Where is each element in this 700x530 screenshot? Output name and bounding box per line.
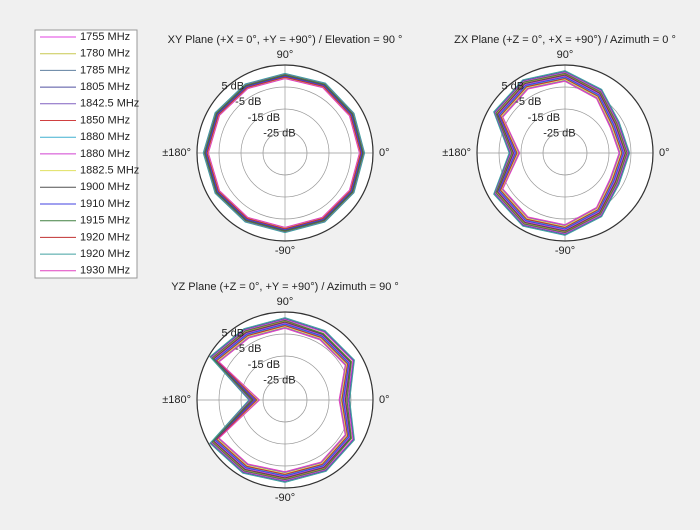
pattern-line bbox=[217, 326, 347, 474]
theta-tick-label: -90° bbox=[275, 245, 295, 257]
theta-tick-label: 0° bbox=[659, 147, 670, 159]
legend-label: 1880 MHz bbox=[80, 148, 130, 160]
r-tick-label: -15 dB bbox=[528, 112, 560, 124]
pattern-line bbox=[205, 75, 363, 231]
theta-tick-label: 0° bbox=[379, 394, 390, 406]
pattern-line bbox=[502, 80, 620, 226]
polar-plot: YZ Plane (+Z = 0°, +Y = +90°) / Azimuth … bbox=[162, 281, 399, 504]
pattern-line bbox=[207, 78, 360, 228]
theta-tick-label: ±180° bbox=[162, 394, 191, 406]
pattern-line bbox=[204, 75, 363, 231]
pattern-line bbox=[493, 70, 631, 236]
pattern-line bbox=[497, 75, 625, 231]
chart-title: YZ Plane (+Z = 0°, +Y = +90°) / Azimuth … bbox=[171, 281, 399, 293]
theta-tick-label: 0° bbox=[379, 147, 390, 159]
legend-label: 1910 MHz bbox=[80, 198, 130, 210]
pattern-line bbox=[500, 78, 622, 228]
theta-tick-label: 90° bbox=[277, 49, 294, 61]
r-tick-label: 5 dB bbox=[221, 328, 244, 340]
theta-tick-label: 90° bbox=[557, 49, 574, 61]
theta-tick-label: -90° bbox=[555, 245, 575, 257]
polar-plot: ZX Plane (+Z = 0°, +X = +90°) / Azimuth … bbox=[442, 34, 676, 257]
theta-tick-label: -90° bbox=[275, 492, 295, 504]
theta-tick-label: 90° bbox=[277, 296, 294, 308]
pattern-line bbox=[212, 321, 352, 479]
pattern-line bbox=[497, 74, 626, 232]
legend-label: 1900 MHz bbox=[80, 181, 130, 193]
pattern-line bbox=[214, 323, 350, 477]
pattern-line bbox=[501, 79, 621, 227]
legend-label: 1785 MHz bbox=[80, 64, 130, 76]
legend-label: 1755 MHz bbox=[80, 31, 130, 43]
pattern-line bbox=[202, 72, 366, 234]
r-tick-label: -5 dB bbox=[235, 343, 261, 355]
legend-label: 1842.5 MHz bbox=[80, 98, 139, 110]
r-tick-label: -15 dB bbox=[248, 359, 280, 371]
legend-label: 1850 MHz bbox=[80, 114, 130, 126]
pattern-line bbox=[213, 322, 351, 478]
pattern-line bbox=[216, 325, 349, 475]
legend-label: 1920 MHz bbox=[80, 248, 130, 260]
pattern-line bbox=[494, 71, 629, 235]
pattern-line bbox=[206, 76, 362, 230]
legend-label: 1920 MHz bbox=[80, 231, 130, 243]
legend-label: 1930 MHz bbox=[80, 265, 130, 277]
pattern-line bbox=[203, 74, 364, 232]
polar-plot: XY Plane (+X = 0°, +Y = +90°) / Elevatio… bbox=[162, 34, 402, 257]
legend: 1755 MHz 1780 MHz 1785 MHz 1805 MHz 1842.5 M… bbox=[34, 29, 139, 279]
legend-label: 1915 MHz bbox=[80, 215, 130, 227]
chart-title: ZX Plane (+Z = 0°, +X = +90°) / Azimuth … bbox=[454, 34, 676, 46]
r-tick-label: -25 dB bbox=[263, 127, 295, 139]
r-tick-label: -25 dB bbox=[543, 127, 575, 139]
r-tick-label: 5 dB bbox=[221, 81, 244, 93]
legend-label: 1880 MHz bbox=[80, 131, 130, 143]
theta-tick-label: ±180° bbox=[442, 147, 471, 159]
r-tick-label: -5 dB bbox=[515, 96, 541, 108]
polar-frame bbox=[476, 64, 654, 242]
pattern-line bbox=[210, 318, 354, 482]
pattern-line bbox=[498, 76, 625, 230]
legend-label: 1805 MHz bbox=[80, 81, 130, 93]
polar-frame bbox=[196, 311, 374, 489]
r-tick-label: 5 dB bbox=[501, 81, 524, 93]
pattern-line bbox=[218, 327, 346, 473]
r-tick-label: -5 dB bbox=[235, 96, 261, 108]
r-tick-label: -25 dB bbox=[263, 374, 295, 386]
pattern-line bbox=[493, 71, 630, 235]
pattern-line bbox=[495, 72, 628, 234]
pattern-line bbox=[500, 78, 623, 228]
legend-label: 1780 MHz bbox=[80, 48, 130, 60]
legend-label: 1882.5 MHz bbox=[80, 165, 139, 177]
pattern-line bbox=[211, 319, 352, 481]
pattern-line bbox=[209, 317, 355, 483]
pattern-line bbox=[209, 318, 355, 482]
theta-tick-label: ±180° bbox=[162, 147, 191, 159]
pattern-line bbox=[216, 325, 348, 475]
polar-frame bbox=[196, 64, 374, 242]
r-tick-label: -15 dB bbox=[248, 112, 280, 124]
chart-title: XY Plane (+X = 0°, +Y = +90°) / Elevatio… bbox=[168, 34, 403, 46]
